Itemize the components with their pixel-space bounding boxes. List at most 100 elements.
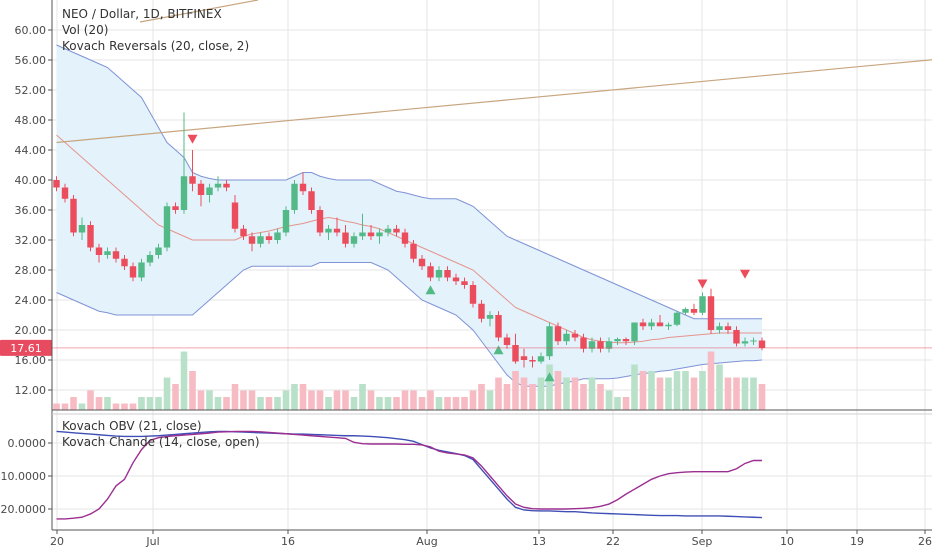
volume-bar: [393, 397, 400, 410]
volume-bar: [257, 397, 264, 410]
candle-body: [206, 187, 213, 195]
volume-bar: [648, 371, 655, 410]
volume-bar: [733, 377, 740, 410]
candle-body: [333, 228, 341, 233]
volume-bar: [469, 390, 477, 410]
x-tick-label: Jul: [145, 535, 159, 548]
candle-body: [359, 232, 366, 237]
candle-body: [70, 198, 77, 233]
last-price-label: 17.61: [10, 342, 42, 355]
volume-bar: [418, 397, 426, 410]
x-tick-label: 13: [532, 535, 546, 548]
volume-bar: [214, 397, 222, 410]
volume-bar: [240, 390, 247, 410]
volume-bar: [367, 390, 375, 410]
volume-bar: [580, 384, 587, 410]
reversal-down-marker: [697, 279, 708, 289]
volume-bar: [172, 384, 179, 410]
x-tick-label: Sep: [692, 535, 713, 548]
legend-chande[interactable]: Kovach Chande (14, close, open): [62, 435, 260, 449]
candle-body: [231, 202, 239, 229]
y-tick-label: 12.00: [15, 384, 47, 397]
candle-body: [367, 232, 375, 237]
candle-body: [529, 360, 536, 362]
candle-body: [452, 277, 460, 282]
volume-bar: [622, 397, 630, 410]
candle-body: [146, 255, 154, 263]
volume-bar: [359, 384, 366, 410]
volume-bar: [231, 384, 239, 410]
legend-reversals[interactable]: Kovach Reversals (20, close, 2): [62, 39, 250, 53]
candle-body: [427, 266, 434, 278]
legend-main: NEO / Dollar, 1D, BITFINEX Vol (20) Kova…: [62, 6, 249, 54]
candle-body: [78, 225, 86, 233]
candle-body: [95, 247, 103, 255]
candle-body: [418, 258, 426, 267]
candle-body: [520, 356, 528, 360]
legend-title[interactable]: NEO / Dollar, 1D, BITFINEX: [62, 7, 222, 21]
candle-body: [401, 232, 409, 244]
candle-body: [665, 324, 672, 327]
candle-body: [639, 322, 647, 327]
candle-body: [716, 326, 723, 330]
volume-bar: [155, 397, 162, 410]
y-tick-label: 36.00: [15, 204, 47, 217]
volume-bar: [53, 403, 60, 410]
legend-oscillator: Kovach OBV (21, close) Kovach Chande (14…: [62, 418, 260, 450]
candle-body: [741, 341, 749, 344]
candle-body: [223, 183, 230, 188]
osc-y-tick-label: 0.0000: [8, 437, 47, 450]
legend-volume[interactable]: Vol (20): [62, 23, 109, 37]
candle-body: [299, 183, 307, 192]
x-tick-label: 10: [780, 535, 794, 548]
osc-y-tick-label: -10.0000: [0, 470, 46, 483]
candle-body: [325, 228, 332, 233]
volume-bar: [724, 377, 732, 410]
candle-body: [112, 251, 120, 259]
y-tick-label: 20.00: [15, 324, 47, 337]
candle-body: [308, 191, 315, 210]
candle-body: [597, 341, 604, 349]
candle-body: [503, 337, 511, 345]
volume-bar: [435, 397, 443, 410]
x-tick-label: Aug: [416, 535, 437, 548]
candle-body: [121, 258, 128, 267]
candle-body: [563, 333, 570, 342]
trendline[interactable]: [56, 0, 932, 144]
volume-bar: [444, 397, 451, 410]
oscillator-pane: [56, 430, 763, 520]
volume-bar: [274, 397, 281, 410]
volume-bar: [699, 371, 706, 410]
band-fill: [56, 45, 762, 387]
volume-bar: [112, 403, 120, 410]
volume-bars: [53, 351, 766, 410]
candle-body: [410, 243, 417, 259]
volume-bar: [605, 390, 613, 410]
volume-bar: [350, 397, 358, 410]
volume-bar: [537, 377, 545, 410]
candle-body: [486, 315, 494, 319]
candle-body: [87, 225, 94, 248]
candle-body: [580, 337, 587, 349]
candle-body: [733, 330, 740, 344]
tick-labels: 12.00 16.00 20.00 24.00 28.00 32.00 36.00 40.00…: [0, 24, 932, 548]
candles: [53, 112, 766, 368]
x-tick-label: 20: [50, 535, 64, 548]
volume-bar: [316, 390, 324, 410]
volume-bar: [376, 397, 383, 410]
volume-bar: [189, 371, 196, 410]
candle-body: [707, 296, 715, 330]
osc-y-tick-label: -20.0000: [0, 503, 46, 516]
reversal-down-marker: [740, 269, 750, 279]
legend-obv[interactable]: Kovach OBV (21, close): [62, 419, 202, 433]
volume-bar: [588, 377, 596, 410]
candle-body: [291, 183, 298, 210]
candle-body: [571, 333, 579, 338]
y-tick-label: 44.00: [15, 144, 47, 157]
candle-body: [699, 296, 706, 313]
candle-body: [257, 236, 264, 244]
candle-body: [495, 315, 502, 338]
y-tick-label: 16.00: [15, 354, 47, 367]
volume-bar: [707, 351, 715, 410]
